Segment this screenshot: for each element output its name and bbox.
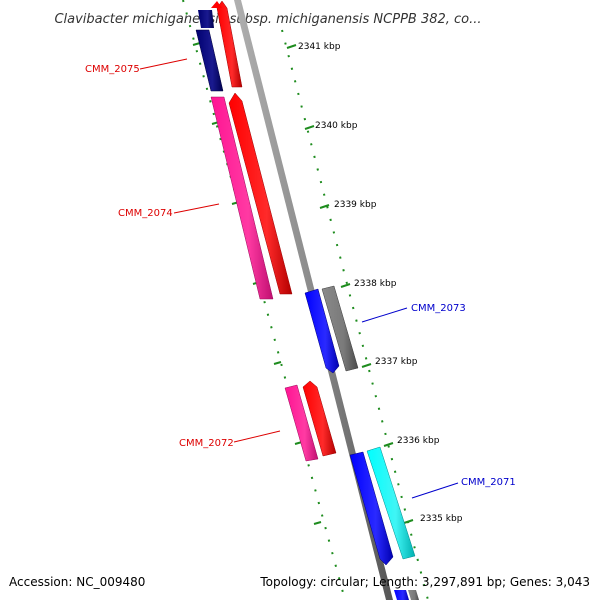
gene-label-cmm-2075[interactable]: CMM_2075 <box>85 64 140 75</box>
cds-cmm-2072[interactable] <box>302 380 337 457</box>
gene-cmm-2075[interactable] <box>195 29 224 92</box>
cds-cmm-2071[interactable] <box>366 446 416 560</box>
gene-cmm-2075-arrowhead[interactable] <box>211 1 222 8</box>
tick-label: 2340 kbp <box>315 121 358 131</box>
gene-partial-bottom[interactable] <box>394 590 409 600</box>
accession-text: Accession: NC_009480 <box>9 575 145 589</box>
tick-label: 2338 kbp <box>354 279 397 289</box>
reverse-features <box>304 285 419 600</box>
gene-label-cmm-2073[interactable]: CMM_2073 <box>411 303 466 314</box>
gene-labels: CMM_2075 CMM_2074 CMM_2073 CMM_2072 CMM_… <box>85 64 516 488</box>
tick-labels: 2341 kbp 2340 kbp 2339 kbp 2338 kbp 2337… <box>298 42 463 524</box>
gene-label-cmm-2071[interactable]: CMM_2071 <box>461 477 516 488</box>
tick-mark <box>403 519 414 524</box>
gene-cmm-2075-top[interactable] <box>198 10 214 28</box>
inner-tick-mark <box>192 42 201 46</box>
cds-cmm-2075[interactable] <box>216 0 243 88</box>
tick-mark <box>286 44 297 49</box>
gene-label-cmm-2072[interactable]: CMM_2072 <box>179 438 234 449</box>
leader-cmm-2073 <box>361 307 408 323</box>
cds-cmm-2074[interactable] <box>228 92 293 295</box>
tick-mark <box>383 442 394 447</box>
outer-tick-guide <box>281 29 429 600</box>
inner-tick-mark <box>313 521 322 525</box>
tick-mark <box>361 363 372 368</box>
leader-cmm-2072 <box>233 430 281 443</box>
tick-label: 2335 kbp <box>420 514 463 524</box>
tick-label: 2337 kbp <box>375 357 418 367</box>
gene-cmm-2073[interactable] <box>304 288 340 374</box>
cds-cmm-2073[interactable] <box>321 285 359 372</box>
tick-label: 2336 kbp <box>397 436 440 446</box>
genome-summary-text: Topology: circular; Length: 3,297,891 bp… <box>259 575 590 589</box>
inner-tick-mark <box>273 361 282 365</box>
tick-mark <box>304 125 315 130</box>
tick-mark <box>340 283 351 288</box>
tick-label: 2341 kbp <box>298 42 341 52</box>
tick-label: 2339 kbp <box>334 200 377 210</box>
gene-cmm-2072[interactable] <box>284 384 319 462</box>
tick-mark <box>319 204 330 209</box>
forward-features <box>195 0 337 462</box>
leader-cmm-2071 <box>411 482 459 499</box>
gene-cmm-2071[interactable] <box>349 451 394 566</box>
leader-cmm-2075 <box>139 58 188 70</box>
gene-cmm-2074[interactable] <box>210 96 274 300</box>
label-leaders <box>139 58 459 499</box>
cds-partial-bottom[interactable] <box>408 590 419 600</box>
gene-label-cmm-2074[interactable]: CMM_2074 <box>118 208 173 219</box>
leader-cmm-2074 <box>173 203 220 214</box>
map-title: Clavibacter michiganensis subsp. michiga… <box>54 12 481 27</box>
